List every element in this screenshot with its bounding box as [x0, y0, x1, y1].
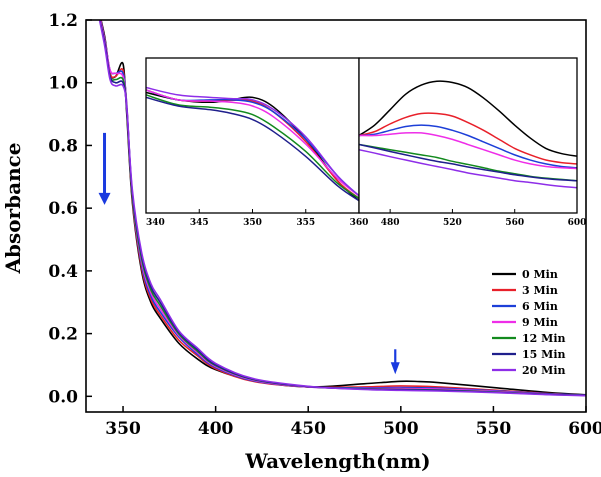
- inset1-series-line-20-min: [146, 86, 359, 197]
- series-line-20-min: [98, 20, 586, 397]
- legend-label: 20 Min: [522, 364, 566, 377]
- series-line-3-min: [99, 20, 586, 396]
- inset2-x-tick-label: 560: [505, 218, 524, 228]
- down-arrow-icon: [98, 192, 111, 205]
- legend: 0 Min 3 Min 6 Min 9 Min 12 Min 15 Min 20 Min: [492, 268, 566, 377]
- inset1-series-line-9-min: [146, 89, 359, 197]
- legend-item-3-min: 3 Min: [492, 284, 558, 297]
- legend-label: 3 Min: [522, 284, 558, 297]
- y-tick-label: 0.0: [48, 387, 78, 407]
- legend-item-9-min: 9 Min: [492, 316, 558, 329]
- legend-item-20-min: 20 Min: [492, 364, 566, 377]
- x-axis-label: Wavelength(nm): [244, 449, 430, 472]
- inset-right-series-group: [359, 80, 577, 189]
- legend-item-6-min: 6 Min: [492, 300, 558, 313]
- inset2-series-line-3-min: [359, 112, 577, 165]
- y-tick-label: 0.2: [48, 325, 78, 345]
- inset2-x-tick-label: 520: [443, 218, 462, 228]
- legend-item-0-min: 0 Min: [492, 268, 558, 281]
- inset2-x-tick-label: 480: [381, 218, 400, 228]
- x-tick-label: 450: [290, 419, 326, 439]
- inset-left: 340 345 350 355 360: [145, 57, 369, 228]
- inset1-series-line-15-min: [146, 96, 359, 202]
- inset-left-series-group: [146, 86, 359, 202]
- inset2-series-line-15-min: [359, 143, 577, 182]
- x-axis-ticks: 350 400 450 500 550 600: [105, 406, 601, 439]
- y-tick-label: 0.8: [48, 136, 78, 156]
- inset1-x-tick-label: 340: [146, 218, 165, 228]
- x-tick-label: 550: [476, 419, 512, 439]
- y-tick-label: 0.4: [48, 262, 78, 282]
- series-line-9-min: [99, 20, 586, 397]
- main-series-group: [98, 20, 586, 397]
- legend-item-15-min: 15 Min: [492, 348, 566, 361]
- inset2-series-line-6-min: [359, 124, 577, 169]
- legend-label: 12 Min: [522, 332, 566, 345]
- x-tick-label: 500: [383, 419, 419, 439]
- legend-label: 9 Min: [522, 316, 558, 329]
- inset-right-x-ticks: 480 520 560 600: [381, 209, 587, 228]
- legend-label: 6 Min: [522, 300, 558, 313]
- legend-label: 15 Min: [522, 348, 566, 361]
- inset1-x-tick-label: 345: [190, 218, 209, 228]
- y-axis-label: Absorbance: [1, 142, 25, 274]
- main-plot-frame: [85, 19, 587, 413]
- inset1-x-tick-label: 355: [296, 218, 315, 228]
- down-arrow-icon: [390, 362, 400, 375]
- inset-right-frame: [358, 57, 578, 214]
- main-annotations-group: [98, 132, 400, 375]
- legend-label: 0 Min: [522, 268, 558, 281]
- y-tick-label: 1.0: [48, 74, 78, 94]
- legend-item-12-min: 12 Min: [492, 332, 566, 345]
- y-tick-label: 0.6: [48, 199, 78, 219]
- x-tick-label: 400: [198, 419, 234, 439]
- x-tick-label: 600: [568, 419, 601, 439]
- inset2-x-tick-label: 600: [568, 218, 587, 228]
- y-axis-ticks: 0.0 0.2 0.4 0.6 0.8 1.0 1.2: [48, 11, 92, 407]
- inset2-series-line-20-min: [359, 148, 577, 189]
- x-tick-label: 350: [105, 419, 141, 439]
- inset1-x-tick-label: 350: [243, 218, 262, 228]
- y-tick-label: 1.2: [48, 11, 78, 31]
- inset1-x-tick-label: 360: [350, 218, 369, 228]
- inset2-series-line-9-min: [359, 131, 577, 170]
- inset-right: 480 520 560 600: [358, 57, 587, 228]
- inset1-series-line-12-min: [146, 94, 359, 199]
- inset2-series-line-0-min: [359, 80, 577, 157]
